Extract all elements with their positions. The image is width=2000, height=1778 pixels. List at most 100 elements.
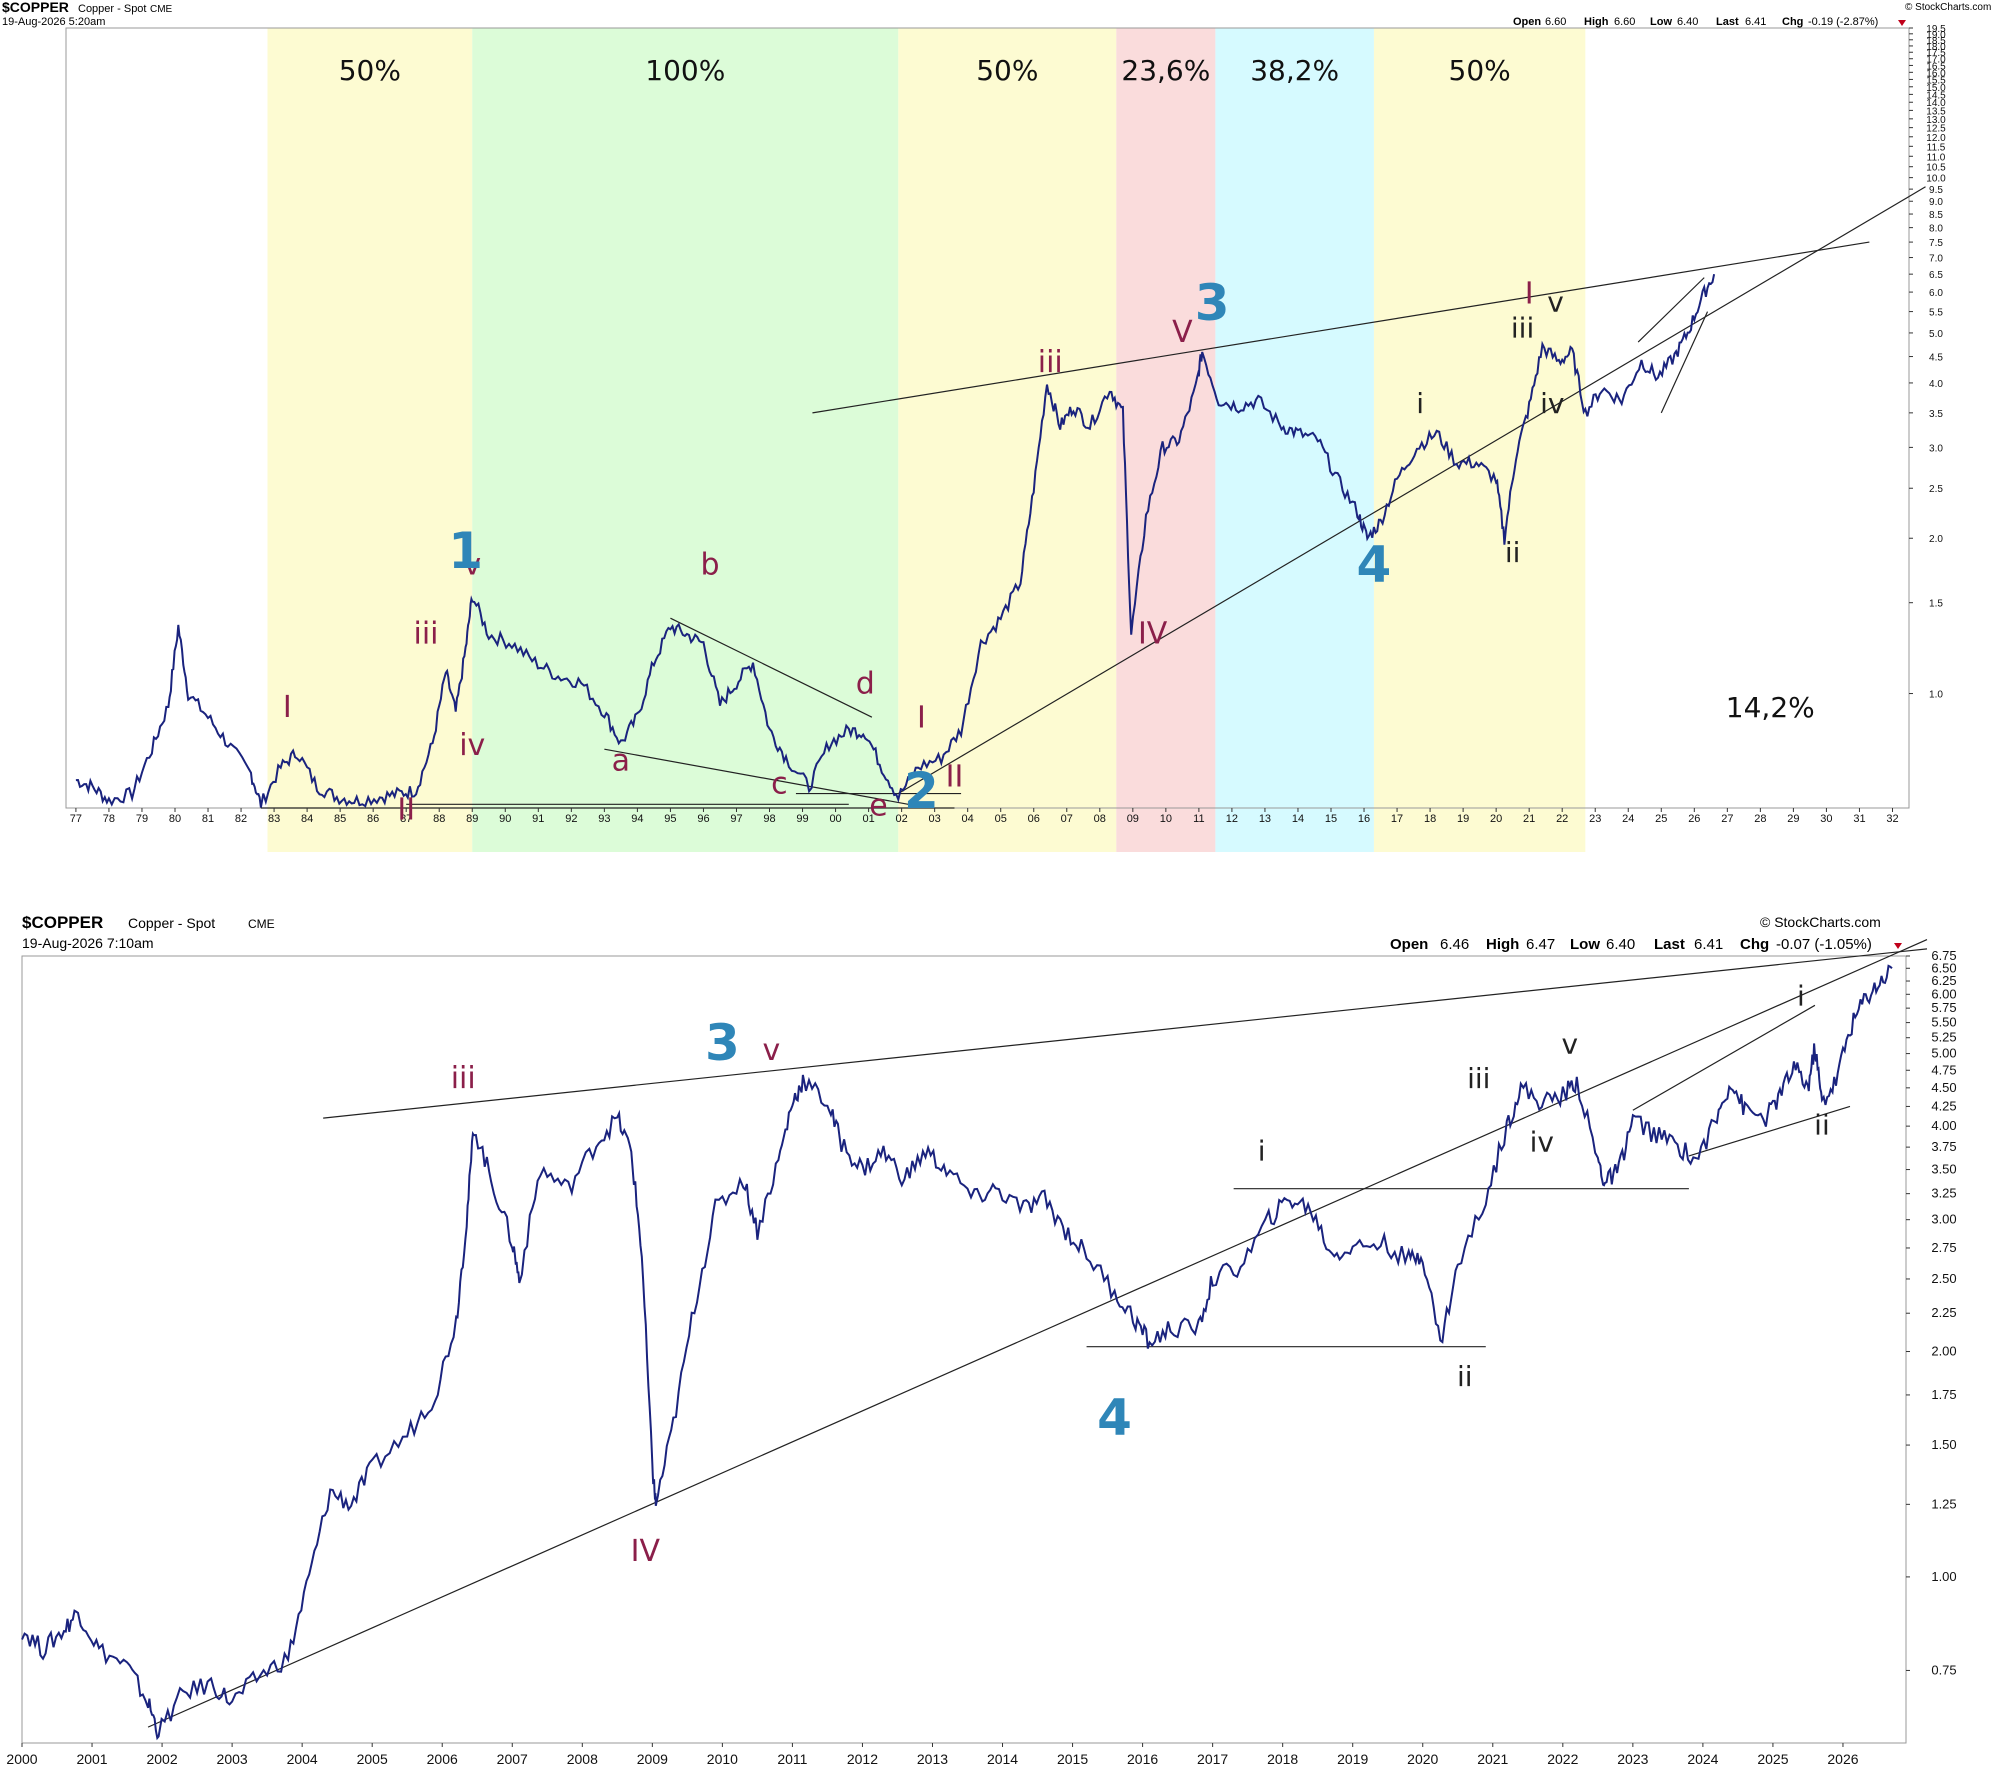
y-tick-label-35: 18.5 — [1926, 36, 1946, 47]
chart2-x-axis: 2000 2001 2002 2003 2004 2005 2006 2007 2008 2009… — [6, 1743, 1859, 1767]
y-tick-label-17: 9.5 — [1929, 185, 1943, 196]
y-tick-label-29: 15.5 — [1926, 75, 1946, 86]
trendline-4 — [1632, 1004, 1816, 1111]
x-tick-label-34: 11 — [1193, 813, 1204, 825]
x-tick-label-3: 2003 — [217, 1751, 248, 1767]
extra-percent-label: 14,2% — [1726, 691, 1815, 724]
x-tick-label-15: 2015 — [1057, 1751, 1088, 1767]
zone-band-0 — [267, 28, 473, 852]
x-tick-label-23: 2023 — [1617, 1751, 1648, 1767]
y-tick-label-22: 6.25 — [1931, 973, 1956, 988]
x-tick-label-22: 2022 — [1547, 1751, 1578, 1767]
wave-label-20: ii — [1505, 536, 1521, 569]
y-tick-label-25: 13.5 — [1926, 106, 1946, 117]
chart2-low-label: Low — [1570, 936, 1600, 953]
y-tick-label-13: 7.5 — [1929, 238, 1943, 249]
wave-label-7: iii — [1467, 1062, 1490, 1095]
y-tick-label-18: 10.0 — [1926, 174, 1946, 185]
chart2-low-value: 6.40 — [1606, 936, 1635, 953]
x-tick-label-48: 25 — [1655, 813, 1667, 825]
x-tick-label-24: 2024 — [1687, 1751, 1718, 1767]
x-tick-label-20: 97 — [730, 813, 742, 825]
x-tick-label-47: 24 — [1622, 813, 1634, 825]
x-tick-label-49: 26 — [1688, 813, 1700, 825]
y-tick-label-21: 11.5 — [1927, 142, 1946, 153]
wave-label-0: I — [283, 690, 292, 725]
chart2-last-value: 6.41 — [1694, 936, 1723, 953]
x-tick-label-50: 27 — [1721, 813, 1733, 825]
chart1-frame — [65, 27, 1910, 809]
chart2-high-label: High — [1486, 936, 1519, 953]
chart1-last-label: Last — [1716, 16, 1739, 28]
x-tick-label-15: 92 — [565, 813, 577, 825]
y-tick-label-21: 6.00 — [1931, 986, 1956, 1001]
chart1-low-label: Low — [1650, 16, 1672, 28]
x-tick-label-19: 2019 — [1337, 1751, 1368, 1767]
y-tick-label-23: 6.50 — [1931, 960, 1956, 975]
y-tick-label-11: 3.50 — [1931, 1162, 1956, 1177]
y-tick-label-5: 2.00 — [1931, 1344, 1956, 1359]
chart1-y-axis: 1.0 1.5 2.0 2.5 3.0 3.5 4.0 4.5 5.0 5.5 6.0 6.5 7.0 7… — [1909, 24, 1946, 701]
x-tick-label-7: 2007 — [497, 1751, 528, 1767]
wave-label-0: iii — [451, 1061, 476, 1096]
zone-band-1 — [472, 28, 899, 852]
x-tick-label-45: 22 — [1556, 813, 1568, 825]
y-tick-label-14: 8.0 — [1929, 224, 1943, 235]
x-tick-label-11: 2011 — [777, 1751, 807, 1767]
y-tick-label-24: 6.75 — [1931, 948, 1956, 963]
wave-label-16: V — [1172, 315, 1193, 350]
chart1-high-value: 6.60 — [1614, 16, 1635, 28]
x-tick-label-19: 96 — [697, 813, 709, 825]
wave-label-14: iii — [1038, 345, 1063, 380]
chart2-price-line — [21, 964, 1893, 1741]
chart2-last-label: Last — [1654, 936, 1685, 953]
x-tick-label-13: 90 — [499, 813, 511, 825]
wave-label-3: iv — [459, 728, 485, 763]
y-tick-label-11: 6.5 — [1929, 270, 1943, 281]
chart1-chg-label: Chg — [1782, 16, 1803, 28]
x-tick-label-31: 08 — [1094, 813, 1106, 825]
y-tick-label-4: 3.0 — [1929, 443, 1943, 454]
x-tick-label-17: 94 — [631, 813, 643, 825]
y-tick-label-37: 19.5 — [1926, 24, 1946, 35]
y-tick-label-17: 5.00 — [1931, 1046, 1956, 1061]
chart2-y-axis: 0.75 1.00 1.25 1.50 1.75 2.00 2.25 2.50 2.75 3.00… — [1906, 948, 1957, 1677]
wave-label-5: i — [1258, 1134, 1266, 1167]
x-tick-label-20: 2020 — [1407, 1751, 1438, 1767]
wave-label-6: a — [612, 743, 630, 778]
wave-label-10: i — [1797, 979, 1805, 1012]
y-tick-label-18: 5.25 — [1931, 1030, 1956, 1045]
y-tick-label-0: 0.75 — [1931, 1662, 1956, 1677]
x-tick-label-46: 23 — [1589, 813, 1601, 825]
trendline-5 — [898, 186, 1926, 795]
x-tick-label-6: 83 — [268, 813, 280, 825]
wave-label-11: ii — [1814, 1108, 1830, 1141]
x-tick-label-0: 2000 — [6, 1751, 37, 1767]
wave-label-1: II — [397, 792, 415, 827]
y-tick-label-27: 14.5 — [1926, 90, 1946, 101]
chart1-low-value: 6.40 — [1677, 16, 1698, 28]
wave-label-18: 4 — [1357, 535, 1392, 593]
chart1-chg-value: -0.19 (-2.87%) — [1808, 16, 1878, 28]
zone-label-3: 23,6% — [1121, 54, 1210, 87]
x-tick-label-33: 10 — [1160, 813, 1172, 825]
wave-label-2: v — [763, 1033, 781, 1068]
y-tick-label-36: 19.0 — [1926, 30, 1946, 41]
chart1-last-value: 6.41 — [1745, 16, 1766, 28]
chart1-price-line — [75, 274, 1716, 808]
wave-label-21: iii — [1511, 311, 1534, 344]
x-tick-label-16: 93 — [598, 813, 610, 825]
chart2-quote: Open 6.46 High 6.47 Low 6.40 Last 6.41 C… — [1390, 936, 1902, 953]
x-tick-label-17: 2017 — [1197, 1751, 1228, 1767]
x-tick-label-29: 06 — [1028, 813, 1040, 825]
wave-label-23: v — [1547, 286, 1564, 319]
wave-label-17: 3 — [1195, 274, 1230, 332]
y-tick-label-16: 4.75 — [1931, 1062, 1956, 1077]
chart2-watermark: © StockCharts.com — [1760, 914, 1881, 930]
y-tick-label-28: 15.0 — [1926, 83, 1946, 94]
chart1-header: $COPPER Copper - Spot CME 19-Aug-2026 5:… — [2, 0, 1991, 28]
chart1-name: Copper - Spot — [78, 3, 146, 15]
x-tick-label-1: 78 — [103, 813, 115, 825]
